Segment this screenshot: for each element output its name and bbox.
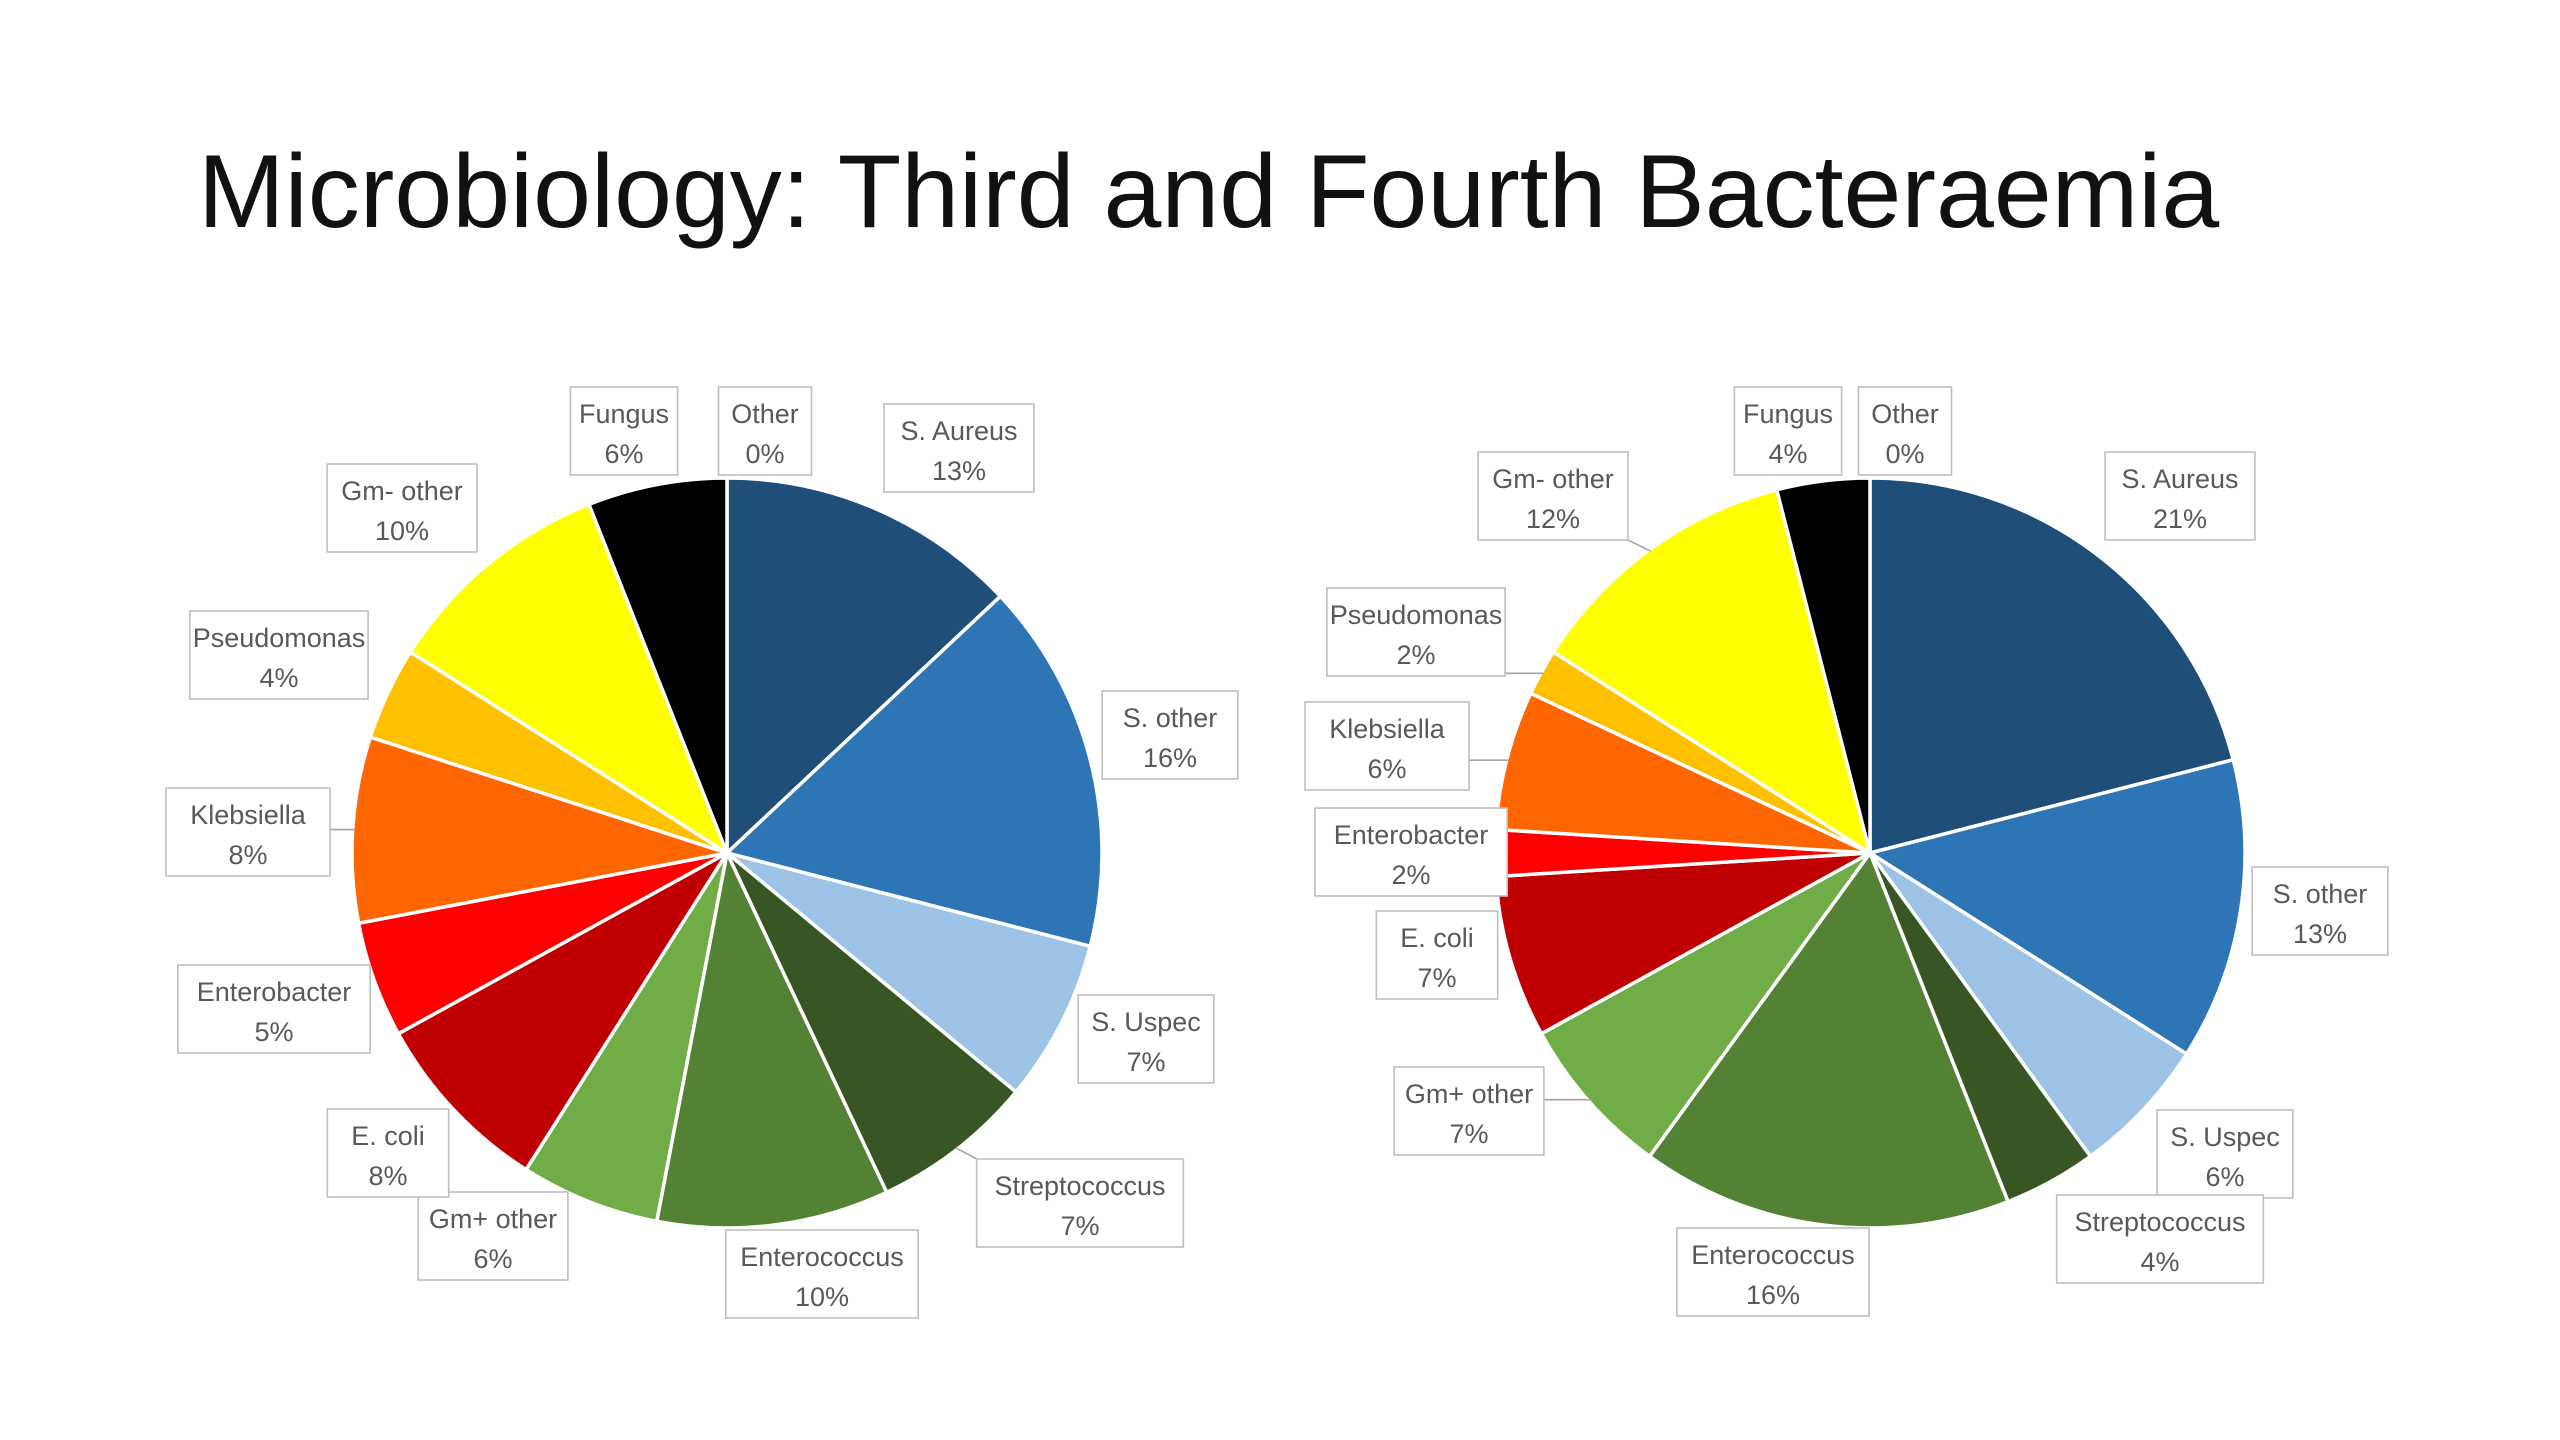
data-label-box-enterococcus [724,1229,919,1319]
pie-slice-gm-other [1551,488,1872,855]
slice-label-name: E. coli [351,1121,425,1151]
slice-label-name: Other [1871,399,1939,429]
slice-label-percent: 6% [473,1244,512,1274]
data-label-box-pseudomonas [189,610,369,700]
slice-label-percent: 12% [1526,504,1580,534]
slice-label-name: Pseudomonas [193,623,366,653]
data-label-box-gm-other [417,1191,569,1281]
slice-label-name: Pseudomonas [1330,600,1503,630]
slice-label-name: Gm+ other [1405,1079,1533,1109]
slice-label-percent: 7% [1126,1047,1165,1077]
data-label-box-fungus [569,386,679,476]
pie-slice-s-uspec [725,851,1092,1094]
slice-label-percent: 7% [1060,1211,1099,1241]
pie-slice-gm-other [408,502,729,855]
data-label-box-s-uspec [2156,1109,2294,1199]
pie-slice-gm-other [524,851,729,1224]
slice-label-name: Enterococcus [740,1242,904,1272]
slice-label-name: Klebsiella [190,800,307,830]
pie-chart-fourth-bacteraemia: S. Aureus 21% S. other 13% S. Uspec 6% Strepto… [1304,386,2389,1317]
slice-label-percent: 16% [1143,743,1197,773]
pie-slice-fungus [587,476,729,855]
slice-label-percent: 6% [2205,1162,2244,1192]
slice-label-percent: 21% [2153,504,2207,534]
data-label-box-streptococcus [975,1158,1185,1248]
slice-label-percent: 4% [259,663,298,693]
slice-label-name: E. coli [1400,923,1474,953]
pie-slice-enterococcus [654,851,889,1230]
slice-label-name: Fungus [579,399,669,429]
data-label-box-s-other [1101,690,1239,780]
data-label-box-streptococcus [2055,1194,2265,1284]
slice-label-name: Streptococcus [2074,1207,2245,1237]
slice-label-name: Enterococcus [1691,1240,1855,1270]
data-label-box-gm-other [326,463,478,553]
data-label-box-fungus [1733,386,1843,476]
slice-label-name: Fungus [1743,399,1833,429]
slice-label-percent: 7% [1449,1119,1488,1149]
pie-chart-third-bacteraemia: S. Aureus 13% S. other 16% S. Uspec 7% Strepto… [165,386,1239,1319]
data-label-box-other [1857,386,1953,476]
slice-label-percent: 4% [2140,1247,2179,1277]
data-label-box-s-aureus [883,403,1035,493]
data-label-box-klebsiella [165,787,331,877]
pie-slice-s-aureus [725,476,1003,855]
data-label-box-enterobacter [1314,807,1509,897]
slice-label-percent: 6% [1367,754,1406,784]
data-label-box-other [717,386,813,476]
slice-label-percent: 6% [604,439,643,469]
slice-label-name: Streptococcus [994,1171,1165,1201]
slice-label-percent: 16% [1746,1280,1800,1310]
data-label-box-enterobacter [177,964,371,1054]
data-label-box-klebsiella [1304,701,1470,791]
data-label-box-gm-other [1477,451,1629,541]
data-label-box-s-uspec [1077,994,1215,1084]
pie-slice-s-uspec [1868,851,2189,1159]
slice-label-name: S. other [1123,703,1218,733]
pie-slice-s-aureus [1868,476,2235,855]
slice-label-percent: 8% [368,1161,407,1191]
slice-label-percent: 7% [1417,963,1456,993]
slice-label-name: S. other [2273,879,2368,909]
pie-slice-fungus [1774,476,1872,855]
slice-label-percent: 10% [375,516,429,546]
slice-label-percent: 0% [1885,439,1924,469]
slice-label-name: S. Aureus [900,416,1017,446]
slice-label-name: Enterobacter [1334,820,1489,850]
slice-label-percent: 4% [1768,439,1807,469]
data-label-box-enterococcus [1676,1227,1871,1317]
leader-line-streptococcus [955,1146,978,1160]
slice-label-percent: 10% [795,1282,849,1312]
slide-title: Microbiology: Third and Fourth Bacteraem… [198,134,2220,250]
pie-slice-e-coli [396,851,729,1172]
slice-label-name: Enterobacter [197,977,352,1007]
data-label-box-pseudomonas [1326,587,1506,677]
data-label-box-s-other [2251,866,2389,956]
slice-label-percent: 2% [1396,640,1435,670]
slice-label-percent: 13% [2293,919,2347,949]
slice-label-name: Gm- other [1492,464,1614,494]
data-label-box-s-aureus [2104,451,2256,541]
pie-slice-s-other [1868,757,2247,1056]
slice-label-name: S. Uspec [2170,1122,2280,1152]
data-label-box-e-coli [1375,910,1499,1000]
slice-label-name: Gm- other [341,476,463,506]
slice-label-name: Klebsiella [1329,714,1446,744]
slice-label-percent: 13% [932,456,986,486]
slice-label-name: Other [731,399,799,429]
slice-label-percent: 0% [745,439,784,469]
slice-label-name: S. Uspec [1091,1007,1201,1037]
pie-slice-enterococcus [1647,851,2010,1230]
data-label-box-e-coli [326,1108,450,1198]
slice-label-name: S. Aureus [2121,464,2238,494]
slice-label-percent: 5% [254,1017,293,1047]
slice-label-percent: 8% [228,840,267,870]
data-label-box-gm-other [1393,1066,1545,1156]
pie-slice-s-other [725,594,1104,949]
leader-line-gm-other [1627,539,1652,552]
pie-slice-gm-other [1539,851,1872,1159]
slice-label-name: Gm+ other [429,1204,557,1234]
slice-label-percent: 2% [1391,860,1430,890]
